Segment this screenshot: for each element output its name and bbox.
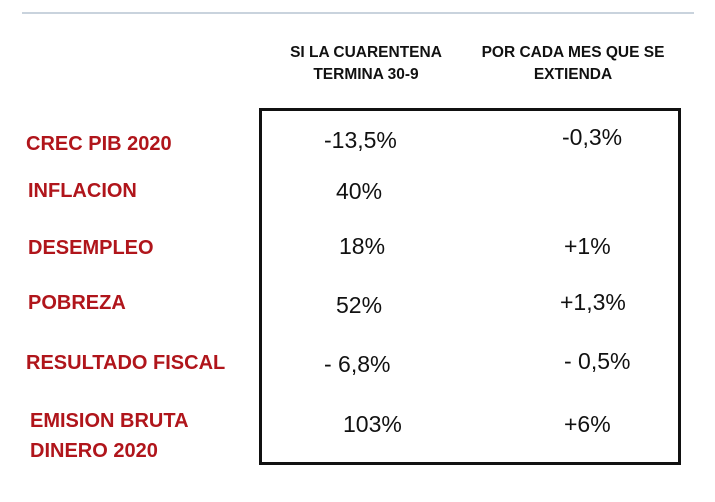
column-header-line: POR CADA MES QUE SE (481, 44, 665, 61)
cell-emision-quarantine: 103% (343, 411, 402, 437)
cell-pobreza-quarantine: 52% (336, 292, 383, 318)
top-divider (22, 12, 694, 14)
values-table-border (259, 108, 681, 465)
column-header-line: TERMINA 30-9 (313, 66, 419, 83)
cell-resultado-fiscal-quarantine: - 6,8% (324, 351, 391, 377)
column-header-per-month: POR CADA MES QUE SE EXTIENDA (478, 42, 668, 86)
row-label-emision-bruta: EMISION BRUTA DINERO 2020 (30, 406, 189, 466)
row-label-line: DINERO 2020 (30, 440, 158, 462)
column-header-line: EXTIENDA (533, 66, 613, 83)
cell-inflacion-quarantine: 40% (336, 178, 383, 204)
cell-desempleo-quarantine: 18% (339, 233, 386, 259)
cell-resultado-fiscal-per-month: - 0,5% (564, 348, 631, 374)
cell-desempleo-per-month: +1% (564, 233, 611, 259)
cell-emision-per-month: +6% (564, 411, 611, 437)
cell-crec-pib-quarantine: -13,5% (324, 127, 397, 153)
column-header-quarantine-ends: SI LA CUARENTENA TERMINA 30-9 (268, 42, 464, 86)
row-label-crec-pib: CREC PIB 2020 (26, 133, 172, 155)
row-label-desempleo: DESEMPLEO (28, 237, 154, 259)
cell-crec-pib-per-month: -0,3% (562, 124, 623, 150)
cell-pobreza-per-month: +1,3% (560, 289, 626, 315)
row-label-pobreza: POBREZA (28, 292, 126, 314)
row-label-inflacion: INFLACION (28, 180, 137, 202)
row-label-line: EMISION BRUTA (30, 410, 189, 432)
row-label-resultado-fiscal: RESULTADO FISCAL (26, 352, 226, 374)
column-header-line: SI LA CUARENTENA (290, 44, 442, 61)
